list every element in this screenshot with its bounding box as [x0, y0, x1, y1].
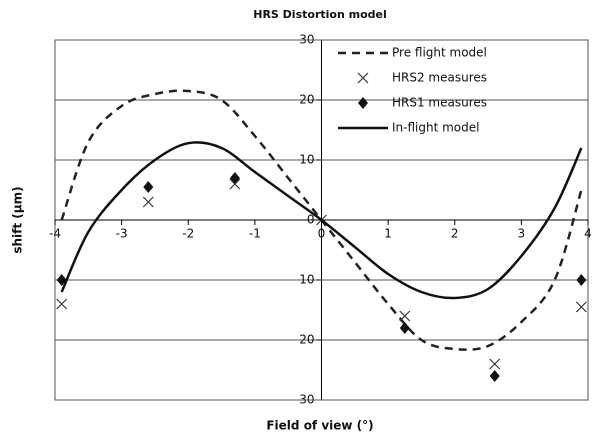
data-point	[142, 196, 154, 208]
x-axis-label: Field of view (°)	[266, 419, 373, 433]
series-line	[60, 141, 583, 300]
x-tick-label: -2	[182, 227, 194, 241]
y-tick-label: 20	[299, 333, 314, 347]
chart-title: HRS Distortion model	[253, 8, 387, 21]
x-tick-label: 2	[451, 227, 459, 241]
y-tick-label: 10	[299, 153, 314, 167]
legend-swatch	[358, 97, 368, 109]
x-tick-label: 0	[318, 227, 326, 241]
legend-label: In-flight model	[392, 121, 479, 135]
y-tick-label: 20	[299, 93, 314, 107]
x-tick-label: -3	[116, 227, 128, 241]
data-point	[229, 178, 241, 190]
legend-label: Pre flight model	[392, 46, 487, 60]
data-point	[576, 274, 587, 286]
data-point	[399, 310, 411, 322]
x-tick-label: -4	[49, 227, 61, 241]
data-point	[575, 301, 587, 313]
data-point	[229, 172, 240, 184]
legend-label: HRS2 measures	[392, 71, 487, 85]
y-axis-label: shift (µm)	[11, 186, 25, 253]
legend-swatch	[357, 72, 369, 84]
x-tick-label: 3	[518, 227, 526, 241]
data-point	[56, 298, 68, 310]
data-point	[489, 370, 500, 382]
data-point	[143, 181, 154, 193]
legend-label: HRS1 measures	[392, 96, 487, 110]
data-point	[399, 322, 410, 334]
x-tick-label: 1	[384, 227, 392, 241]
x-tick-label: 4	[584, 227, 592, 241]
data-point	[489, 358, 501, 370]
x-tick-label: -1	[249, 227, 261, 241]
y-tick-label: 10	[299, 273, 314, 287]
